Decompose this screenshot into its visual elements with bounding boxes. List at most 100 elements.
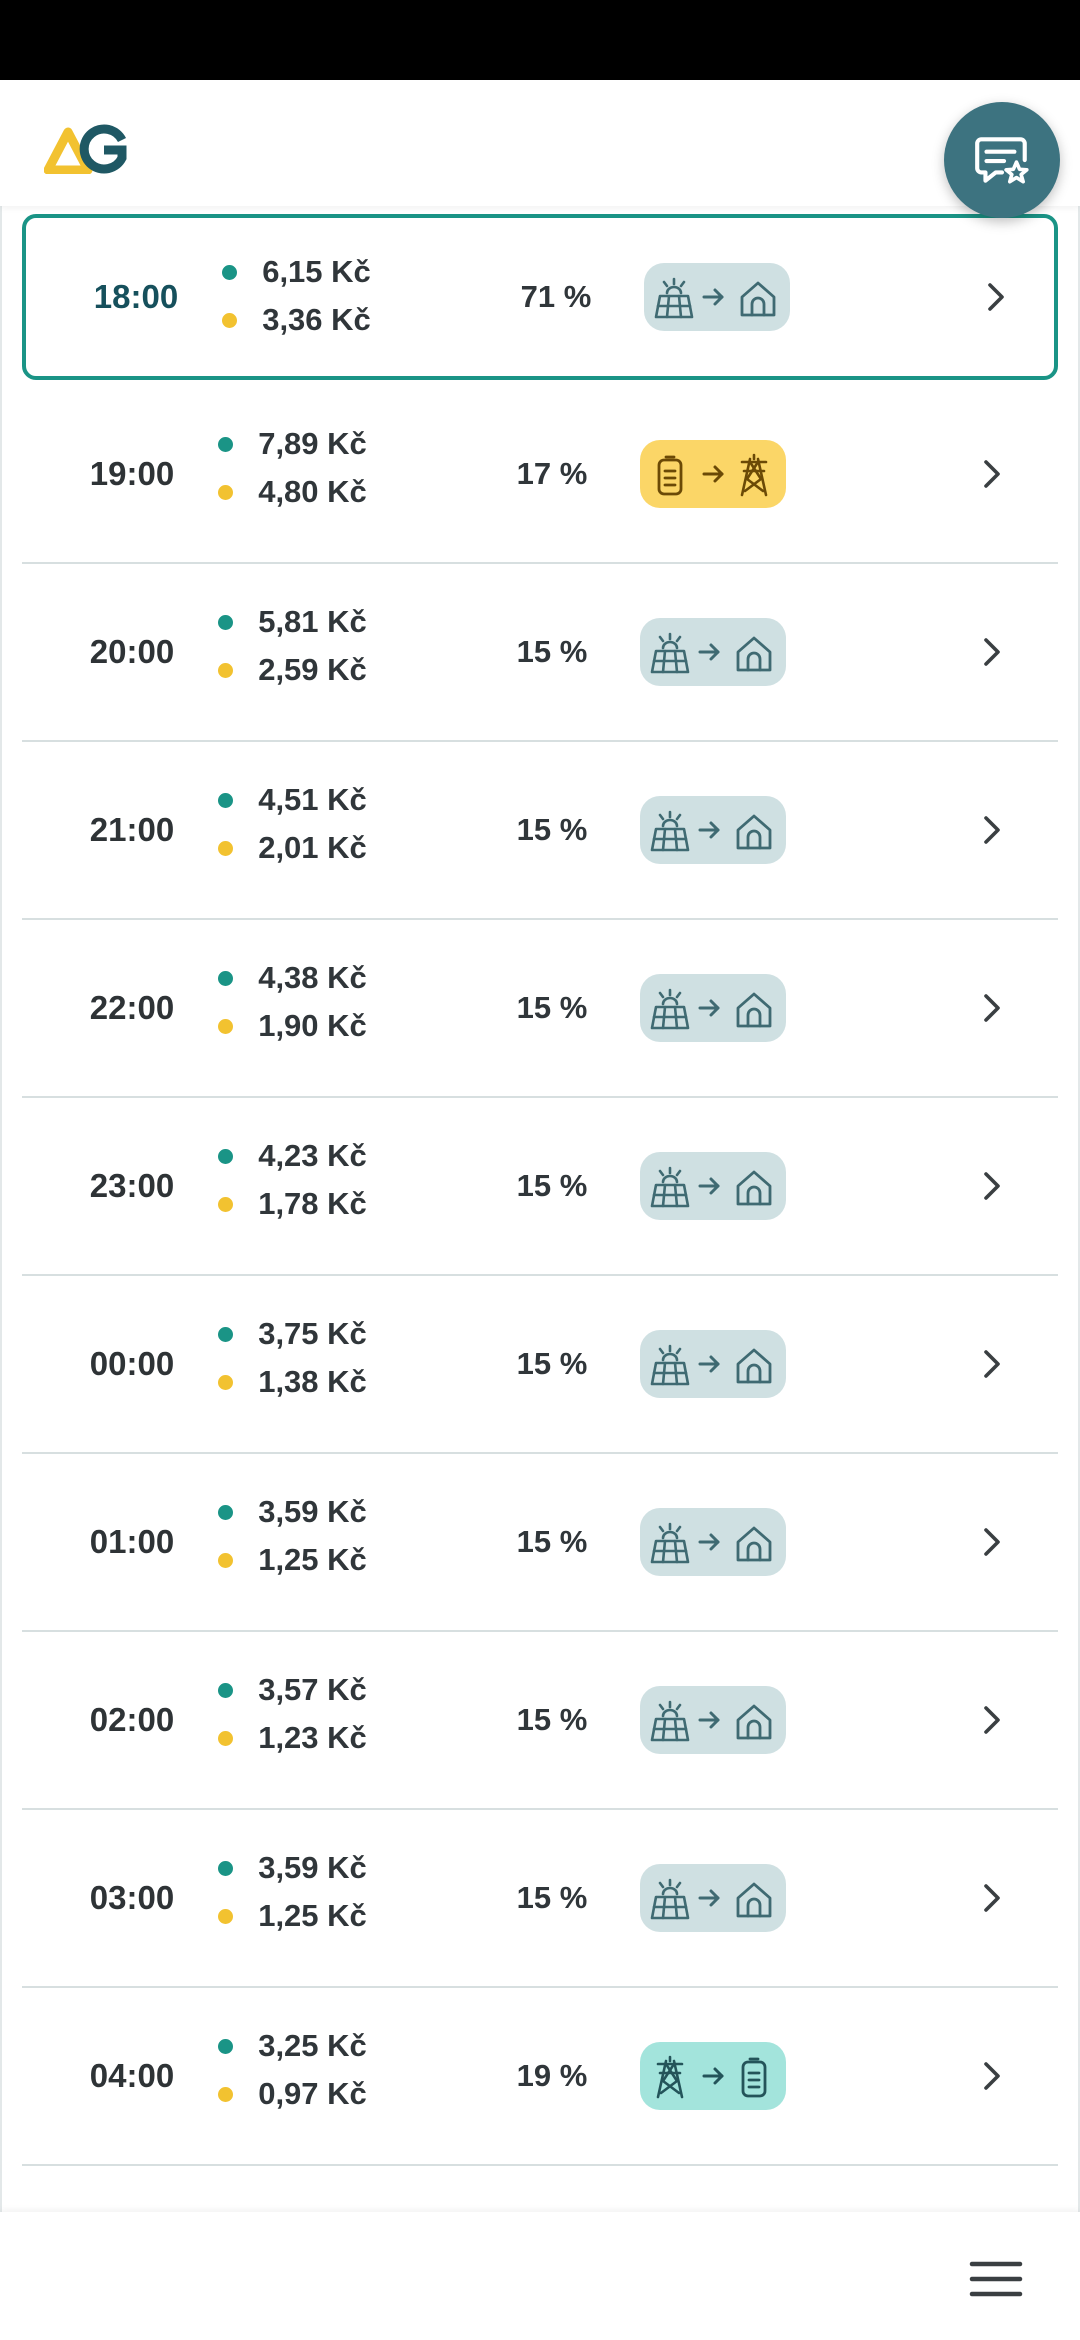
sell-price-dot — [222, 312, 237, 328]
price-group: 4,38 Kč 1,90 Kč — [192, 920, 392, 1096]
buy-price: 3,75 Kč — [258, 1316, 367, 1351]
buy-price: 3,25 Kč — [258, 2028, 367, 2063]
mode-badge-battery-to-grid — [640, 440, 786, 508]
chevron-right-icon[interactable] — [972, 988, 1012, 1028]
sell-price: 1,38 Kč — [258, 1364, 367, 1399]
buy-price-dot — [218, 436, 233, 452]
chevron-right-icon[interactable] — [972, 1166, 1012, 1206]
buy-price-line: 4,23 Kč — [192, 1136, 392, 1176]
hour-time: 21:00 — [89, 811, 175, 848]
buy-price-dot — [222, 264, 237, 280]
sell-price: 1,25 Kč — [258, 1542, 367, 1577]
solar-to-home-icon — [650, 810, 772, 852]
sell-price: 0,97 Kč — [258, 2076, 367, 2111]
buy-price: 3,59 Kč — [258, 1850, 367, 1885]
battery-percent: 15 % — [516, 1168, 588, 1203]
hour-row[interactable]: 03:00 3,59 Kč 1,25 Kč 15 % — [22, 1810, 1058, 1988]
hour-time: 01:00 — [89, 1523, 175, 1560]
buy-price: 6,15 Kč — [262, 254, 371, 289]
buy-price-dot — [218, 970, 233, 986]
hour-time: 03:00 — [89, 1879, 175, 1916]
bottom-bar — [0, 2212, 1080, 2340]
hour-row[interactable]: 22:00 4,38 Kč 1,90 Kč 15 % — [22, 920, 1058, 1098]
chevron-right-icon[interactable] — [972, 1344, 1012, 1384]
buy-price-line: 6,15 Kč — [196, 252, 396, 292]
mode-badge-solar-to-home — [640, 1152, 786, 1220]
hour-row[interactable]: 19:00 7,89 Kč 4,80 Kč 17 % — [22, 386, 1058, 564]
buy-price-line: 3,25 Kč — [192, 2026, 392, 2066]
battery-percent: 15 % — [516, 1524, 588, 1559]
app-header — [0, 80, 1080, 206]
hour-time: 04:00 — [89, 2057, 175, 2094]
price-group: 3,25 Kč 0,97 Kč — [192, 1988, 392, 2164]
battery-percent: 15 % — [516, 1880, 588, 1915]
sell-price-dot — [218, 1018, 233, 1034]
chevron-right-icon[interactable] — [976, 277, 1016, 317]
buy-price-dot — [218, 1504, 233, 1520]
battery-percent: 71 % — [520, 279, 592, 314]
hour-time: 22:00 — [89, 989, 175, 1026]
buy-price: 4,51 Kč — [258, 782, 367, 817]
hour-row[interactable]: 01:00 3,59 Kč 1,25 Kč 15 % — [22, 1454, 1058, 1632]
buy-price-dot — [218, 792, 233, 808]
sell-price-line: 1,90 Kč — [192, 1006, 392, 1046]
chevron-right-icon[interactable] — [972, 1878, 1012, 1918]
hour-row[interactable]: 02:00 3,57 Kč 1,23 Kč 15 % — [22, 1632, 1058, 1810]
ag-logo[interactable] — [43, 118, 128, 175]
battery-percent: 15 % — [516, 634, 588, 669]
sell-price-line: 2,01 Kč — [192, 828, 392, 868]
feedback-star-icon — [975, 137, 1029, 184]
hour-time: 00:00 — [89, 1345, 175, 1382]
buy-price: 4,23 Kč — [258, 1138, 367, 1173]
buy-price-line: 3,75 Kč — [192, 1314, 392, 1354]
chevron-right-icon[interactable] — [972, 2056, 1012, 2096]
status-bar — [0, 0, 1080, 80]
battery-percent: 15 % — [516, 812, 588, 847]
hour-row[interactable]: 21:00 4,51 Kč 2,01 Kč 15 % — [22, 742, 1058, 920]
buy-price: 5,81 Kč — [258, 604, 367, 639]
mode-badge-solar-to-home — [640, 1330, 786, 1398]
current-hour-row[interactable]: 18:00 6,15 Kč 3,36 Kč 71 % — [22, 214, 1058, 380]
buy-price-line: 3,59 Kč — [192, 1492, 392, 1532]
sell-price-line: 1,38 Kč — [192, 1362, 392, 1402]
buy-price-dot — [218, 1682, 233, 1698]
hour-time: 19:00 — [89, 455, 175, 492]
sell-price-line: 3,36 Kč — [196, 300, 396, 340]
hour-time: 18:00 — [93, 278, 179, 315]
chevron-right-icon[interactable] — [972, 1522, 1012, 1562]
buy-price-line: 4,38 Kč — [192, 958, 392, 998]
buy-price-dot — [218, 1326, 233, 1342]
hour-row[interactable]: 23:00 4,23 Kč 1,78 Kč 15 % — [22, 1098, 1058, 1276]
sell-price-dot — [218, 1552, 233, 1568]
sell-price-line: 1,25 Kč — [192, 1896, 392, 1936]
solar-to-home-icon — [654, 277, 776, 319]
chevron-right-icon[interactable] — [972, 810, 1012, 850]
sell-price-dot — [218, 2086, 233, 2102]
feedback-button[interactable] — [944, 102, 1060, 218]
sell-price: 1,90 Kč — [258, 1008, 367, 1043]
hour-row[interactable]: 04:00 3,25 Kč 0,97 Kč 19 % — [22, 1988, 1058, 2166]
price-group: 6,15 Kč 3,36 Kč — [196, 218, 396, 376]
battery-percent: 15 % — [516, 1346, 588, 1381]
hour-row[interactable]: 20:00 5,81 Kč 2,59 Kč 15 % — [22, 564, 1058, 742]
sell-price-dot — [218, 484, 233, 500]
price-group: 3,75 Kč 1,38 Kč — [192, 1276, 392, 1452]
sell-price: 1,25 Kč — [258, 1898, 367, 1933]
chevron-right-icon[interactable] — [972, 1700, 1012, 1740]
sell-price-dot — [218, 1196, 233, 1212]
sell-price-line: 0,97 Kč — [192, 2074, 392, 2114]
battery-percent: 15 % — [516, 990, 588, 1025]
sell-price-dot — [218, 840, 233, 856]
buy-price-dot — [218, 1148, 233, 1164]
hour-row[interactable]: 00:00 3,75 Kč 1,38 Kč 15 % — [22, 1276, 1058, 1454]
solar-to-home-icon — [650, 1700, 772, 1742]
sell-price: 1,78 Kč — [258, 1186, 367, 1221]
buy-price-line: 3,57 Kč — [192, 1670, 392, 1710]
hourly-plan-list[interactable]: 18:00 6,15 Kč 3,36 Kč 71 % 19:00 — [0, 206, 1080, 2212]
buy-price-line: 3,59 Kč — [192, 1848, 392, 1888]
solar-to-home-icon — [650, 1878, 772, 1920]
hamburger-menu-icon[interactable] — [966, 2254, 1026, 2304]
chevron-right-icon[interactable] — [972, 632, 1012, 672]
chevron-right-icon[interactable] — [972, 454, 1012, 494]
grid-to-battery-icon — [656, 2055, 767, 2099]
